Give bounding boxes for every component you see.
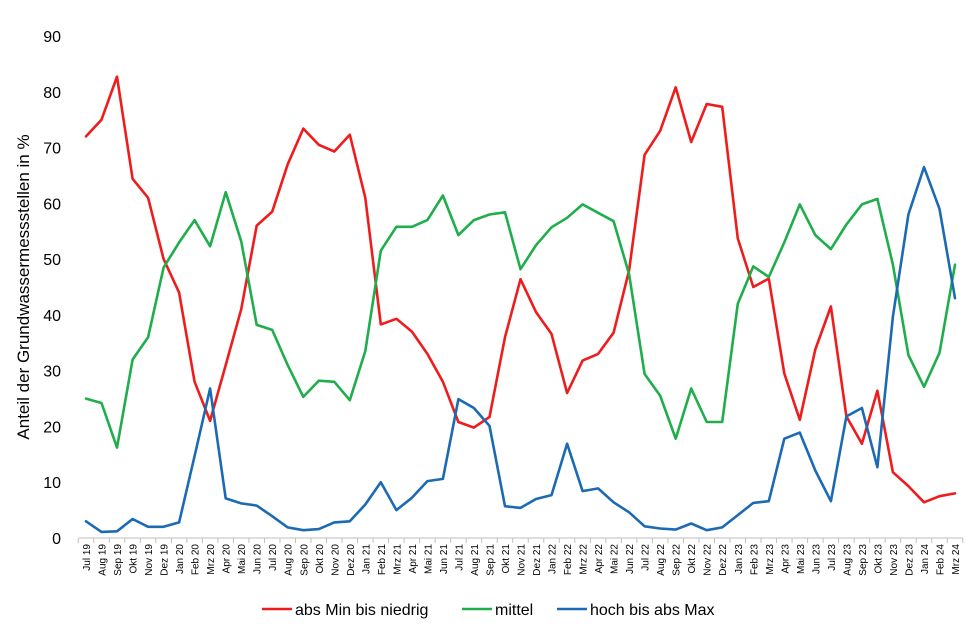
x-tick-label: Apr 22 xyxy=(594,544,605,574)
x-tick-label: Okt 20 xyxy=(315,544,326,574)
x-tick-label: Sep 21 xyxy=(485,544,496,576)
x-tick-label: Okt 23 xyxy=(873,544,884,574)
y-axis-label: Anteil der Grundwassermessstellen in % xyxy=(14,134,33,439)
x-tick-label: Aug 21 xyxy=(470,544,481,576)
y-tick-label: 10 xyxy=(43,475,61,492)
x-tick-label: Mrz 24 xyxy=(951,544,962,575)
x-tick-label: Jan 20 xyxy=(175,544,186,574)
x-tick-label: Jul 19 xyxy=(82,544,93,571)
x-tick-label: Sep 23 xyxy=(858,544,869,576)
series-line xyxy=(84,190,957,449)
y-tick-label: 70 xyxy=(43,141,61,158)
x-tick-label: Jun 23 xyxy=(811,544,822,574)
x-tick-label: Nov 23 xyxy=(889,544,900,576)
x-tick-label: Apr 23 xyxy=(780,544,791,574)
x-tick-label: Okt 22 xyxy=(687,544,698,574)
x-tick-label: Jan 21 xyxy=(361,544,372,574)
x-tick-label: Aug 20 xyxy=(284,544,295,576)
x-tick-label: Mai 20 xyxy=(237,544,248,574)
series-line xyxy=(84,165,957,534)
x-tick-label: Dez 21 xyxy=(532,544,543,576)
series-line xyxy=(84,75,957,504)
x-tick-label: Jun 22 xyxy=(625,544,636,574)
x-tick-label: Feb 24 xyxy=(935,544,946,576)
y-axis: 0 10 20 30 40 50 60 70 80 90 xyxy=(43,29,61,548)
y-tick-label: 40 xyxy=(43,308,61,325)
x-tick-label: Jun 21 xyxy=(439,544,450,574)
x-tick-label: Feb 22 xyxy=(563,544,574,576)
x-tick-label: Jul 20 xyxy=(268,544,279,571)
x-tick-label: Jan 23 xyxy=(734,544,745,574)
x-tick-label: Sep 19 xyxy=(113,544,124,576)
y-tick-label: 0 xyxy=(52,531,61,548)
series-layer xyxy=(84,75,957,534)
x-tick-label: Mai 21 xyxy=(423,544,434,574)
x-tick-label: Mrz 23 xyxy=(765,544,776,575)
x-tick-label: Jul 22 xyxy=(641,544,652,571)
x-tick-label: Nov 22 xyxy=(703,544,714,576)
x-tick-label: Nov 20 xyxy=(330,544,341,576)
x-tick-label: Mai 23 xyxy=(796,544,807,574)
y-tick-label: 50 xyxy=(43,252,61,269)
legend-label: abs Min bis niedrig xyxy=(295,602,428,619)
y-tick-label: 60 xyxy=(43,196,61,213)
x-tick-label: Dez 23 xyxy=(904,544,915,576)
x-tick-label: Nov 19 xyxy=(144,544,155,576)
y-tick-label: 80 xyxy=(43,85,61,102)
x-tick-label: Aug 19 xyxy=(98,544,109,576)
x-tick-label: Feb 21 xyxy=(377,544,388,576)
x-tick-label: Mai 22 xyxy=(610,544,621,574)
legend-label: mittel xyxy=(495,602,533,619)
x-tick-label: Okt 19 xyxy=(129,544,140,574)
y-tick-label: 30 xyxy=(43,364,61,381)
x-tick-label: Mrz 22 xyxy=(579,544,590,575)
x-tick-label: Nov 21 xyxy=(517,544,528,576)
x-tick-label: Aug 23 xyxy=(842,544,853,576)
x-tick-label: Okt 21 xyxy=(501,544,512,574)
x-tick-label: Dez 22 xyxy=(718,544,729,576)
legend: abs Min bis niedrig mittel hoch bis abs Ma… xyxy=(262,602,715,619)
x-axis: Jul 19 Aug 19 Sep 19 Okt 19 Nov 19 Dez 19 Jan … xyxy=(77,537,964,576)
x-tick-label: Feb 23 xyxy=(749,544,760,576)
x-tick-label: Jan 22 xyxy=(548,544,559,574)
x-tick-label: Apr 20 xyxy=(222,544,233,574)
x-tick-label: Mrz 21 xyxy=(392,544,403,575)
x-tick-label: Jul 21 xyxy=(454,544,465,571)
x-tick-label: Mrz 20 xyxy=(206,544,217,575)
x-tick-label: Sep 20 xyxy=(299,544,310,576)
legend-label: hoch bis abs Max xyxy=(590,602,715,619)
x-tick-label: Jul 23 xyxy=(827,544,838,571)
x-tick-label: Jun 20 xyxy=(253,544,264,574)
x-tick-label: Aug 22 xyxy=(656,544,667,576)
y-tick-label: 20 xyxy=(43,419,61,436)
x-tick-label: Dez 19 xyxy=(160,544,171,576)
x-tick-label: Jan 24 xyxy=(920,544,931,574)
x-tick-label: Apr 21 xyxy=(408,544,419,574)
y-tick-label: 90 xyxy=(43,29,61,46)
x-tick-label: Dez 20 xyxy=(346,544,357,576)
x-tick-label: Sep 22 xyxy=(672,544,683,576)
x-tick-label: Feb 20 xyxy=(191,544,202,576)
